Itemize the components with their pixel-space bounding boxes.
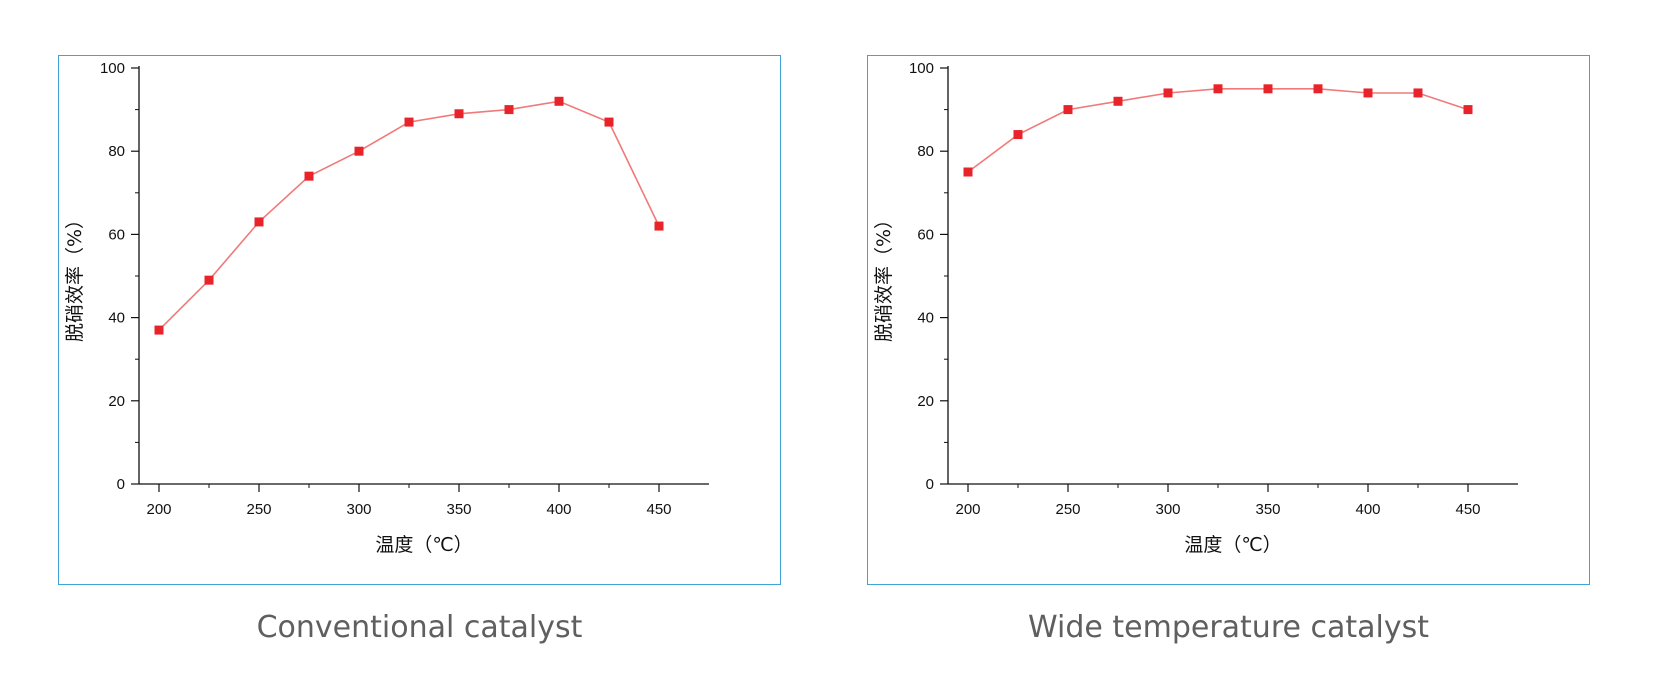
x-tick-label: 450 <box>646 501 671 518</box>
data-point <box>1363 88 1373 98</box>
caption-wide-temperature: Wide temperature catalyst <box>1028 610 1429 645</box>
x-tick-label: 250 <box>1055 501 1080 518</box>
data-point <box>354 146 364 156</box>
x-tick-label: 300 <box>1155 501 1180 518</box>
data-point <box>1063 105 1073 115</box>
data-point <box>1113 96 1123 106</box>
x-axis-title: 温度（℃） <box>1184 534 1281 556</box>
data-point <box>1263 84 1273 94</box>
chart-panel-wide-temperature: 0 20 40 60 80 100 200 250 300 350 400 450 温度（℃） 脱硝效率（… <box>867 55 1590 585</box>
data-point <box>1163 88 1173 98</box>
data-point <box>254 217 264 227</box>
series-line <box>158 100 660 331</box>
data-point <box>154 325 164 335</box>
caption-conventional: Conventional catalyst <box>256 610 583 645</box>
series-line <box>967 87 1469 173</box>
x-tick-label: 200 <box>955 501 980 518</box>
y-tick-label: 40 <box>917 310 934 327</box>
data-point <box>1013 130 1023 140</box>
x-tick-label: 450 <box>1455 501 1480 518</box>
y-tick-label: 20 <box>917 393 934 410</box>
y-tick-label: 60 <box>108 226 125 243</box>
chart-panel-conventional: 0 20 40 60 80 100 200 250 300 350 400 450 温度（℃） 脱硝效率（… <box>58 55 781 585</box>
y-tick-label: 20 <box>108 393 125 410</box>
y-tick-label: 80 <box>108 143 125 160</box>
data-point <box>504 105 514 115</box>
x-tick-label: 350 <box>1255 501 1280 518</box>
y-tick-label: 100 <box>909 60 934 77</box>
x-axis-title: 温度（℃） <box>375 534 472 556</box>
data-point <box>554 96 564 106</box>
data-point <box>454 109 464 119</box>
x-tick-label: 300 <box>346 501 371 518</box>
y-tick-label: 100 <box>100 60 125 77</box>
x-tick-label: 250 <box>246 501 271 518</box>
x-tick-label: 400 <box>546 501 571 518</box>
data-point <box>604 117 614 127</box>
x-tick-label: 400 <box>1355 501 1380 518</box>
data-point <box>963 167 973 177</box>
data-point <box>654 221 664 231</box>
data-point <box>1213 84 1223 94</box>
chart-wide-temperature: 0 20 40 60 80 100 200 250 300 350 400 450 温度（℃） 脱硝效率（… <box>873 60 1518 556</box>
data-point <box>404 117 414 127</box>
y-axis-title: 脱硝效率（%） <box>64 210 86 342</box>
y-tick-label: 0 <box>117 476 125 493</box>
y-tick-label: 80 <box>917 143 934 160</box>
x-tick-label: 200 <box>146 501 171 518</box>
y-tick-label: 40 <box>108 310 125 327</box>
y-axis-title: 脱硝效率（%） <box>873 210 895 342</box>
data-point <box>204 275 214 285</box>
y-tick-label: 0 <box>926 476 934 493</box>
data-point <box>1463 105 1473 115</box>
data-point <box>304 171 314 181</box>
x-tick-label: 350 <box>446 501 471 518</box>
chart-conventional: 0 20 40 60 80 100 200 250 300 350 400 450 温度（℃） 脱硝效率（… <box>64 60 709 556</box>
data-point <box>1313 84 1323 94</box>
y-tick-label: 60 <box>917 226 934 243</box>
data-point <box>1413 88 1423 98</box>
